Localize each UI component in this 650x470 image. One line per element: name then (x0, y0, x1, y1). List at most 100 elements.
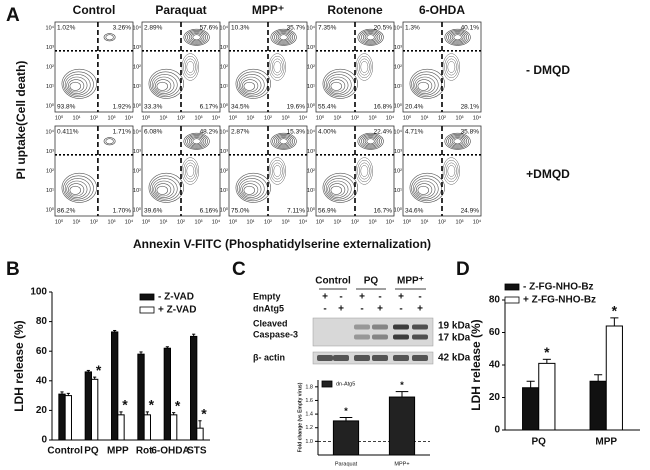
contour (185, 134, 208, 149)
bar (64, 395, 72, 441)
quadrant-percent: 2.89% (144, 25, 163, 32)
quadrant-percent: 15.3% (287, 129, 306, 136)
x-tick-label: 10³ (195, 219, 203, 225)
contour (445, 162, 457, 180)
bar (84, 371, 92, 441)
x-tick-label: 10¹ (247, 219, 255, 225)
contour (448, 31, 468, 44)
contour (153, 76, 175, 94)
legend-swatch (321, 380, 333, 388)
contour (270, 159, 285, 183)
y-tick-label: 10² (307, 64, 315, 70)
contour (270, 132, 297, 150)
treatment-sign: + (359, 292, 365, 303)
x-tick-label: 10⁰ (142, 218, 151, 225)
x-tick-label: 10¹ (160, 219, 168, 225)
contour (192, 138, 201, 145)
quadrant-percent: 3.26% (113, 25, 132, 32)
y-tick-label: 10⁰ (133, 206, 142, 213)
band (354, 355, 370, 361)
y-tick-label: 10² (133, 64, 141, 70)
contour (364, 33, 377, 42)
x-tick-label: PQ (532, 437, 547, 448)
contour (270, 55, 285, 79)
quadrant-percent: 1.70% (113, 208, 132, 215)
band-label: β- actin (253, 352, 285, 362)
legend-swatch (139, 293, 155, 301)
contour (444, 159, 459, 183)
contour (366, 34, 375, 41)
y-tick-label: 10⁰ (307, 206, 316, 213)
y-tick-label: 10³ (133, 149, 141, 155)
contour (63, 175, 94, 202)
quadrant-percent: 34.6% (405, 208, 424, 215)
contour (151, 74, 178, 96)
contour (192, 34, 201, 41)
y-tick-label: 10³ (46, 149, 54, 155)
significance: * (175, 397, 181, 413)
quadrant-percent: 6.17% (200, 104, 219, 111)
legend-label: - Z-FG-NHO-Bz (523, 282, 594, 293)
contour (270, 28, 297, 46)
quadrant-percent: 16.7% (374, 208, 393, 215)
quadrant-percent: 7.35% (318, 25, 337, 32)
x-tick-label: 10² (351, 219, 359, 225)
y-tick-label: 10² (394, 64, 402, 70)
y-tick-label: 10⁴ (133, 128, 142, 135)
contour (271, 58, 283, 76)
treatment-sign: - (418, 292, 421, 303)
band (393, 355, 409, 361)
x-tick-label: 10⁴ (299, 218, 308, 225)
y-tick-label: 40 (36, 375, 48, 386)
contour (274, 135, 294, 148)
contours (148, 28, 210, 99)
contour (364, 137, 377, 146)
y-tick-label: 10⁰ (394, 206, 403, 213)
significance: * (400, 380, 404, 391)
x-tick-label: 10² (90, 219, 98, 225)
quadrant-percent: 57.6% (200, 25, 219, 32)
contour (66, 76, 88, 94)
quadrant-percent: 4.00% (318, 129, 337, 136)
contour (274, 31, 294, 44)
contour (412, 74, 439, 96)
x-tick-label: 10⁴ (386, 114, 395, 121)
contour (156, 81, 169, 91)
band (412, 355, 428, 361)
contour (235, 68, 272, 99)
contour (361, 31, 381, 44)
quadrant-percent: 35.8% (461, 129, 480, 136)
y-tick-label: 10³ (394, 149, 402, 155)
contour (360, 165, 369, 177)
y-tick-label: 0 (41, 435, 47, 446)
contour (272, 134, 295, 149)
quadrant-percent: 0.411% (57, 129, 79, 136)
contour (186, 165, 195, 177)
treatment-sign: - (360, 304, 363, 315)
quadrant-percent: 39.6% (144, 208, 163, 215)
contour (275, 32, 292, 43)
y-tick-label: 10⁰ (220, 206, 229, 213)
y-tick-label: 40 (489, 360, 501, 371)
x-tick-label: MPP (107, 446, 129, 457)
contour (442, 53, 461, 81)
x-tick-label: 10⁰ (55, 114, 64, 121)
contour (155, 183, 172, 197)
group-header: Control (315, 276, 351, 287)
x-tick-label: 10⁰ (403, 114, 412, 121)
contour (359, 29, 382, 45)
y-tick-label: 10⁴ (307, 24, 316, 31)
contour (445, 58, 457, 76)
x-tick-label: 10² (177, 219, 185, 225)
axis-label: LDH release (%) (469, 319, 483, 410)
quadrant-percent: 22.4% (374, 129, 393, 136)
band (372, 355, 388, 361)
contour (103, 137, 116, 146)
x-tick-label: 10¹ (247, 115, 255, 121)
quadrant-percent: 55.4% (318, 104, 337, 111)
contour (268, 53, 287, 81)
x-tick-label: Control (47, 446, 83, 457)
panel-label: C (232, 259, 246, 280)
